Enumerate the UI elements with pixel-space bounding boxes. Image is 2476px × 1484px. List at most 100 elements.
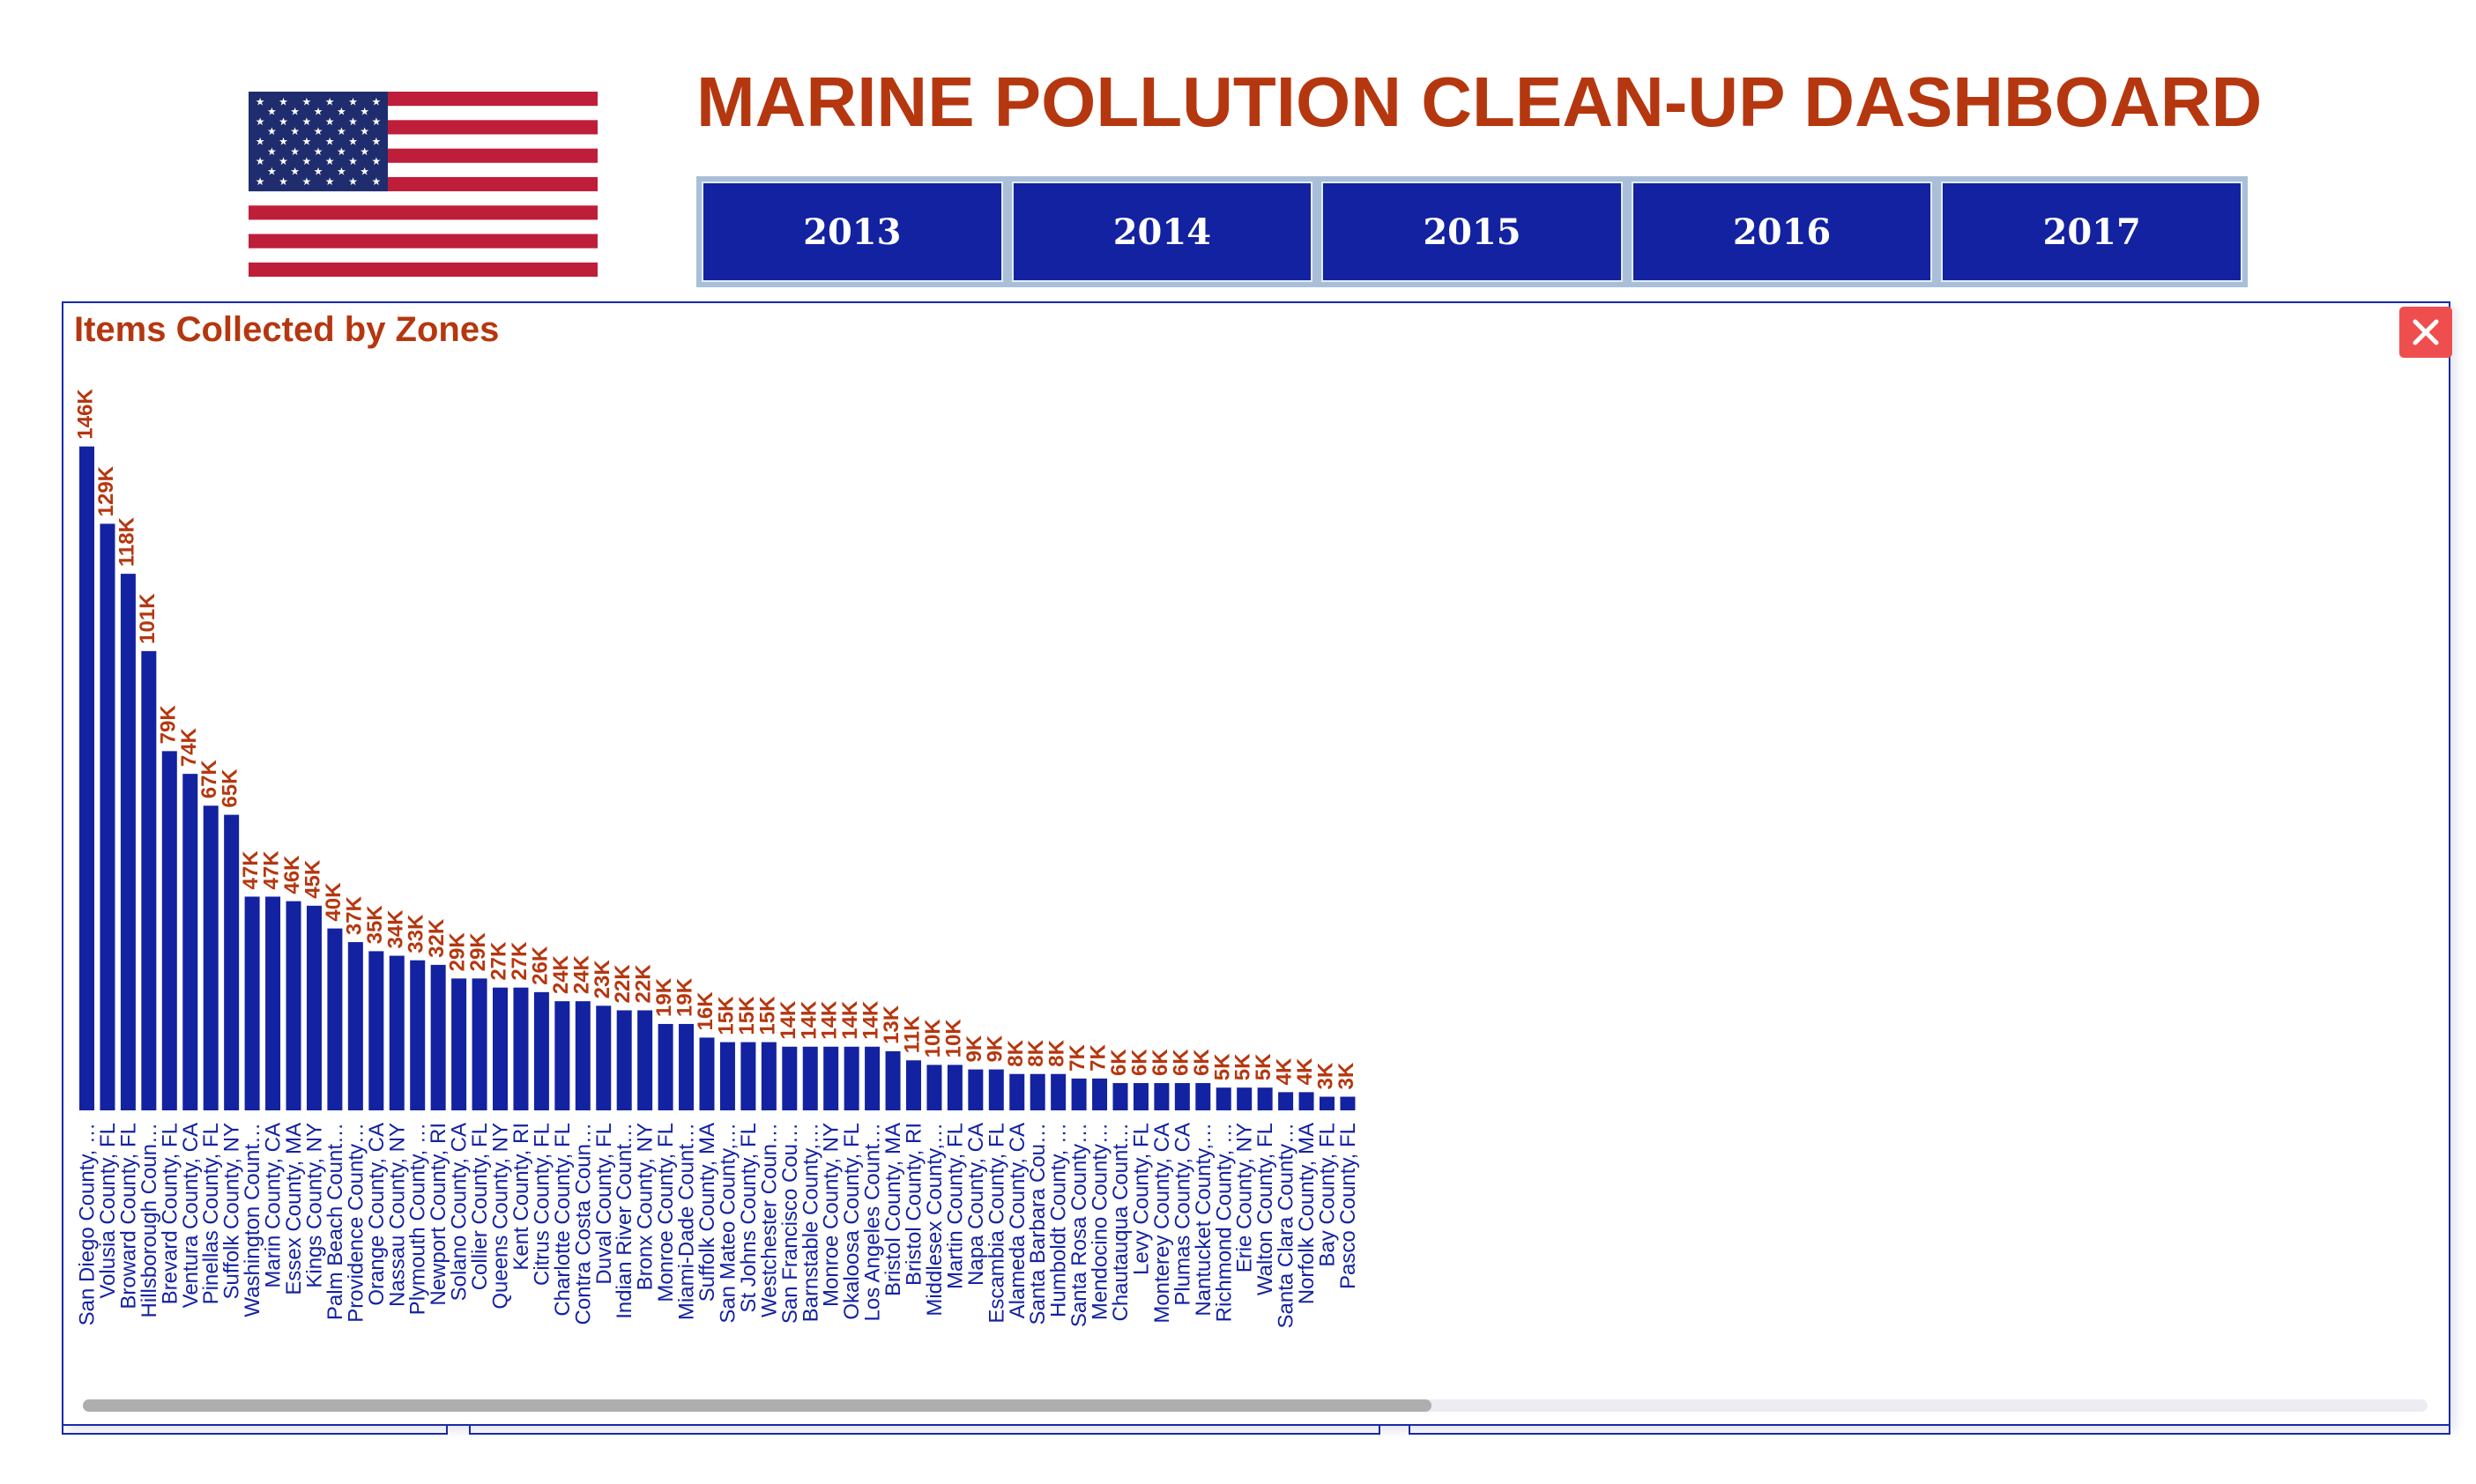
scrollbar-thumb[interactable] xyxy=(83,1399,1431,1412)
bar[interactable] xyxy=(802,1046,818,1110)
bar[interactable] xyxy=(182,774,198,1110)
bar[interactable] xyxy=(451,978,467,1110)
bar[interactable] xyxy=(782,1046,798,1110)
bar[interactable] xyxy=(1009,1073,1025,1110)
bar[interactable] xyxy=(719,1042,735,1110)
category-label: Richmond County, … xyxy=(1212,1123,1236,1322)
category-label: Volusia County, FL xyxy=(96,1123,120,1299)
data-label: 29K xyxy=(466,932,490,972)
bar[interactable] xyxy=(1092,1078,1108,1110)
bar[interactable] xyxy=(947,1065,963,1110)
bar[interactable] xyxy=(306,905,322,1110)
bar[interactable] xyxy=(844,1046,859,1110)
bar[interactable] xyxy=(79,446,94,1110)
bar[interactable] xyxy=(244,896,260,1110)
bar[interactable] xyxy=(968,1069,984,1110)
bar[interactable] xyxy=(554,1001,570,1110)
horizontal-scrollbar[interactable] xyxy=(83,1399,2428,1412)
svg-text:★: ★ xyxy=(325,95,335,108)
bar[interactable] xyxy=(100,523,115,1110)
bar[interactable] xyxy=(1216,1087,1231,1110)
bar[interactable] xyxy=(1257,1087,1273,1110)
bar[interactable] xyxy=(1030,1073,1045,1110)
bar[interactable] xyxy=(926,1065,942,1110)
category-label: Bristol County, RI xyxy=(903,1123,926,1286)
svg-text:★: ★ xyxy=(290,125,300,137)
bar[interactable] xyxy=(575,1001,591,1110)
year-button-2014[interactable]: 2014 xyxy=(1011,182,1313,282)
bar[interactable] xyxy=(865,1046,881,1110)
data-label: 14K xyxy=(818,1000,842,1040)
data-label: 22K xyxy=(611,964,635,1004)
category-label: Monterey County, CA xyxy=(1150,1123,1174,1324)
bar[interactable] xyxy=(120,574,136,1110)
bar[interactable] xyxy=(823,1046,839,1110)
bar[interactable] xyxy=(1174,1083,1190,1110)
bar[interactable] xyxy=(1320,1096,1335,1110)
data-label: 33K xyxy=(405,914,428,953)
bar[interactable] xyxy=(761,1042,777,1110)
bar[interactable] xyxy=(203,805,219,1110)
bar[interactable] xyxy=(679,1023,695,1110)
bar[interactable] xyxy=(161,751,177,1110)
bar[interactable] xyxy=(327,928,343,1110)
bar[interactable] xyxy=(1112,1083,1128,1110)
category-label: Barnstable County,… xyxy=(799,1123,822,1322)
data-label: 15K xyxy=(755,996,779,1035)
svg-text:★: ★ xyxy=(337,125,346,137)
year-button-2013[interactable]: 2013 xyxy=(702,182,1003,282)
bar[interactable] xyxy=(513,987,529,1110)
bar[interactable] xyxy=(988,1069,1004,1110)
svg-text:★: ★ xyxy=(360,125,369,137)
bar[interactable] xyxy=(699,1037,715,1110)
bar[interactable] xyxy=(1237,1087,1253,1110)
bar[interactable] xyxy=(286,901,301,1110)
close-button[interactable] xyxy=(2399,307,2452,358)
bar[interactable] xyxy=(1195,1083,1211,1110)
bar[interactable] xyxy=(616,1010,632,1110)
year-button-2016[interactable]: 2016 xyxy=(1631,182,1933,282)
category-label: Escambia County, FL xyxy=(985,1123,1008,1324)
data-label: 8K xyxy=(1004,1039,1028,1066)
svg-text:★: ★ xyxy=(360,145,369,158)
bar[interactable] xyxy=(410,960,426,1110)
bar[interactable] xyxy=(1154,1083,1170,1110)
bar[interactable] xyxy=(347,942,363,1110)
category-label: Chautauqua Count… xyxy=(1109,1123,1133,1322)
bar[interactable] xyxy=(740,1042,756,1110)
bar[interactable] xyxy=(1340,1096,1356,1110)
bar[interactable] xyxy=(1298,1092,1314,1110)
bar[interactable] xyxy=(389,955,405,1110)
year-button-2017[interactable]: 2017 xyxy=(1941,182,2242,282)
bar[interactable] xyxy=(493,987,508,1110)
bar[interactable] xyxy=(906,1060,921,1110)
category-label: Broward County, FL xyxy=(116,1123,140,1310)
bar[interactable] xyxy=(885,1050,901,1110)
category-label: Miami-Dade Count… xyxy=(675,1123,699,1320)
bar[interactable] xyxy=(637,1010,653,1110)
category-label: Walton County, FL xyxy=(1253,1123,1277,1295)
bar[interactable] xyxy=(430,964,446,1110)
page-title: MARINE POLLUTION CLEAN-UP DASHBOARD xyxy=(696,63,2263,141)
year-slicer: 2013 2014 2015 2016 2017 xyxy=(696,176,2248,287)
bar[interactable] xyxy=(1278,1092,1294,1110)
bar[interactable] xyxy=(472,978,487,1110)
data-label: 10K xyxy=(921,1019,945,1058)
year-button-2015[interactable]: 2015 xyxy=(1321,182,1623,282)
background-panel-left xyxy=(62,1424,448,1435)
bar[interactable] xyxy=(596,1005,612,1110)
bar[interactable] xyxy=(265,896,281,1110)
bar[interactable] xyxy=(1071,1078,1087,1110)
svg-text:★: ★ xyxy=(348,136,358,148)
data-label: 10K xyxy=(941,1019,965,1058)
bar[interactable] xyxy=(224,814,240,1110)
bar[interactable] xyxy=(141,650,157,1110)
category-label: Essex County, MA xyxy=(282,1123,306,1295)
bar[interactable] xyxy=(1133,1083,1149,1110)
bar[interactable] xyxy=(1051,1073,1067,1110)
bar[interactable] xyxy=(658,1023,673,1110)
category-label: Newport County, RI xyxy=(427,1123,450,1306)
bar[interactable] xyxy=(368,951,384,1110)
bar[interactable] xyxy=(533,991,549,1110)
